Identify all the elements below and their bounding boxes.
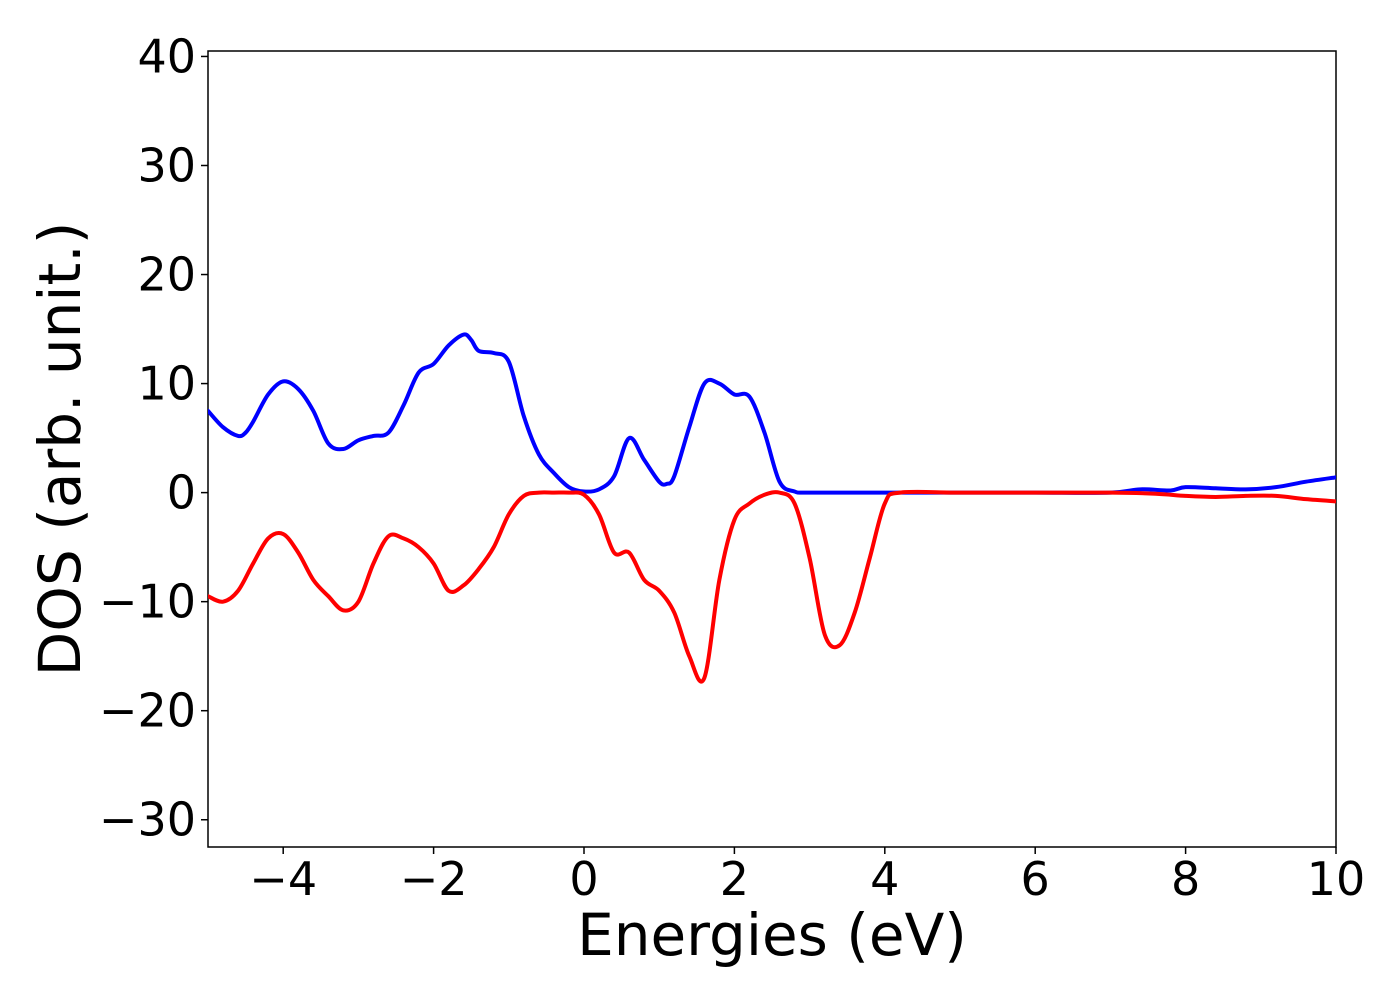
x-tick-label: −4 [249, 852, 317, 906]
x-tick-label: 8 [1171, 852, 1200, 906]
x-axis-title: Energies (eV) [577, 901, 967, 969]
y-tick-label: −20 [99, 684, 196, 738]
series-line-blue [208, 332, 1336, 495]
x-tick-label: 6 [1021, 852, 1050, 906]
series-line-red [208, 489, 1336, 684]
x-tick-label: −2 [400, 852, 468, 906]
plot-area [207, 50, 1337, 848]
y-tick-label: 40 [137, 29, 196, 83]
y-tick-label: 30 [137, 138, 196, 192]
y-tick-label: −30 [99, 793, 196, 847]
y-tick-label: 0 [167, 466, 196, 520]
x-tick-label: 2 [720, 852, 749, 906]
x-axis: −4 −2 0 2 4 6 8 10 [249, 847, 1365, 906]
series-layer [208, 332, 1336, 684]
y-tick-label: −10 [99, 575, 196, 629]
plot-frame [207, 50, 1337, 848]
y-axis: 40 30 20 10 0 −10 −20 −30 [99, 29, 208, 847]
x-tick-label: 10 [1307, 852, 1366, 906]
y-tick-label: 20 [137, 248, 196, 302]
y-axis-title: DOS (arb. unit.) [26, 222, 94, 677]
y-tick-label: 10 [137, 357, 196, 411]
x-tick-label: 4 [870, 852, 899, 906]
x-tick-label: 0 [569, 852, 598, 906]
